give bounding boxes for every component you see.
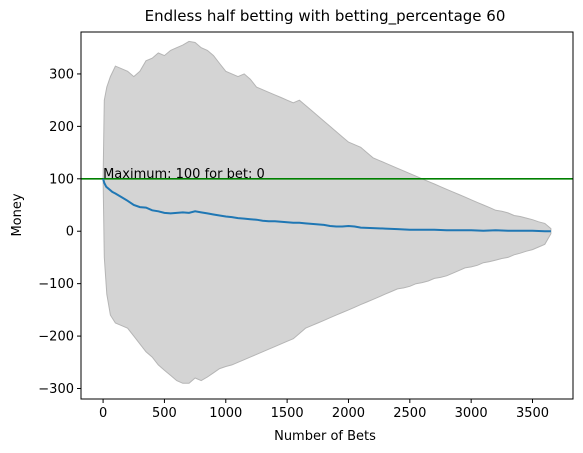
y-tick-label: −100 bbox=[38, 277, 74, 292]
axes-frame bbox=[80, 31, 574, 400]
y-axis-label: Money bbox=[10, 193, 25, 236]
x-tick-label: 1500 bbox=[271, 406, 304, 421]
y-tick-label: −200 bbox=[38, 330, 74, 345]
x-tick-label: 0 bbox=[99, 406, 107, 421]
y-tick-label: 200 bbox=[49, 120, 74, 135]
y-tick-label: 300 bbox=[49, 67, 74, 82]
spread-band bbox=[102, 40, 552, 384]
plot-area: Maximum: 100 for bet: 0 bbox=[81, 40, 573, 384]
x-tick-label: 3500 bbox=[516, 406, 549, 421]
y-axis: −300 −200 −100 0 100 200 300 bbox=[38, 67, 81, 397]
x-tick-label: 2500 bbox=[393, 406, 426, 421]
money-line bbox=[102, 178, 551, 233]
chart-title: Endless half betting with betting_percen… bbox=[145, 7, 506, 26]
y-tick-label: −300 bbox=[38, 382, 74, 397]
x-tick-label: 500 bbox=[152, 406, 177, 421]
maximum-annotation: Maximum: 100 for bet: 0 bbox=[103, 167, 265, 182]
y-tick-label: 0 bbox=[66, 225, 74, 240]
x-tick-label: 1000 bbox=[209, 406, 242, 421]
x-tick-label: 2000 bbox=[332, 406, 365, 421]
y-tick-label: 100 bbox=[49, 172, 74, 187]
x-axis-label: Number of Bets bbox=[274, 429, 376, 444]
x-axis: 0 500 1000 1500 2000 2500 3000 3500 bbox=[99, 399, 549, 421]
x-tick-label: 3000 bbox=[455, 406, 488, 421]
